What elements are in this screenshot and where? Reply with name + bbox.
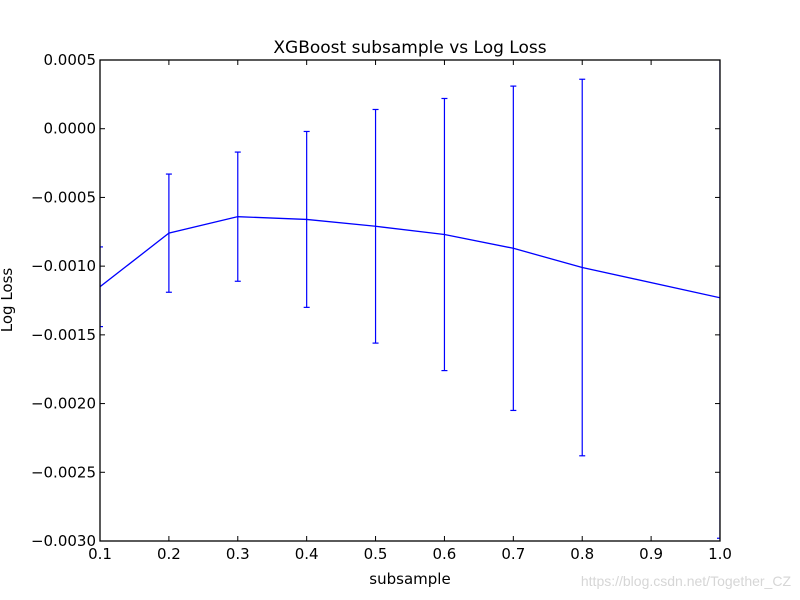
chart-title: XGBoost subsample vs Log Loss [273, 38, 546, 58]
watermark: https://blog.csdn.net/Together_CZ [581, 573, 792, 589]
axes-frame [99, 59, 721, 542]
x-axis: 0.1 0.2 0.3 0.4 0.5 0.6 0.7 0.8 0.9 1.0 [88, 60, 732, 563]
x-tick-label: 0.3 [226, 545, 250, 563]
y-tick-label: −0.0015 [31, 326, 96, 344]
y-tick-label: −0.0020 [31, 395, 96, 413]
y-tick-label: −0.0025 [31, 463, 96, 481]
x-tick-label: 0.2 [157, 545, 181, 563]
y-tick-label: −0.0030 [31, 532, 96, 550]
y-axis: 0.0005 0.0000 −0.0005 −0.0010 −0.0015 −0.0020… [31, 51, 720, 550]
x-axis-label: subsample [369, 570, 450, 588]
y-tick-label: −0.0005 [31, 188, 96, 206]
x-tick-label: 0.1 [88, 545, 112, 563]
y-tick-label: −0.0010 [31, 257, 96, 275]
y-tick-label: 0.0005 [44, 51, 97, 69]
x-tick-label: 0.7 [501, 545, 525, 563]
x-tick-label: 0.6 [433, 545, 457, 563]
data-line [100, 216, 720, 299]
x-tick-label: 0.5 [364, 545, 388, 563]
plot-area [100, 60, 720, 539]
y-axis-label: Log Loss [0, 268, 16, 333]
x-tick-label: 0.9 [639, 545, 663, 563]
x-tick-label: 0.4 [295, 545, 319, 563]
y-tick-label: 0.0000 [44, 120, 97, 138]
x-tick-label: 0.8 [570, 545, 594, 563]
x-tick-label: 1.0 [708, 545, 732, 563]
